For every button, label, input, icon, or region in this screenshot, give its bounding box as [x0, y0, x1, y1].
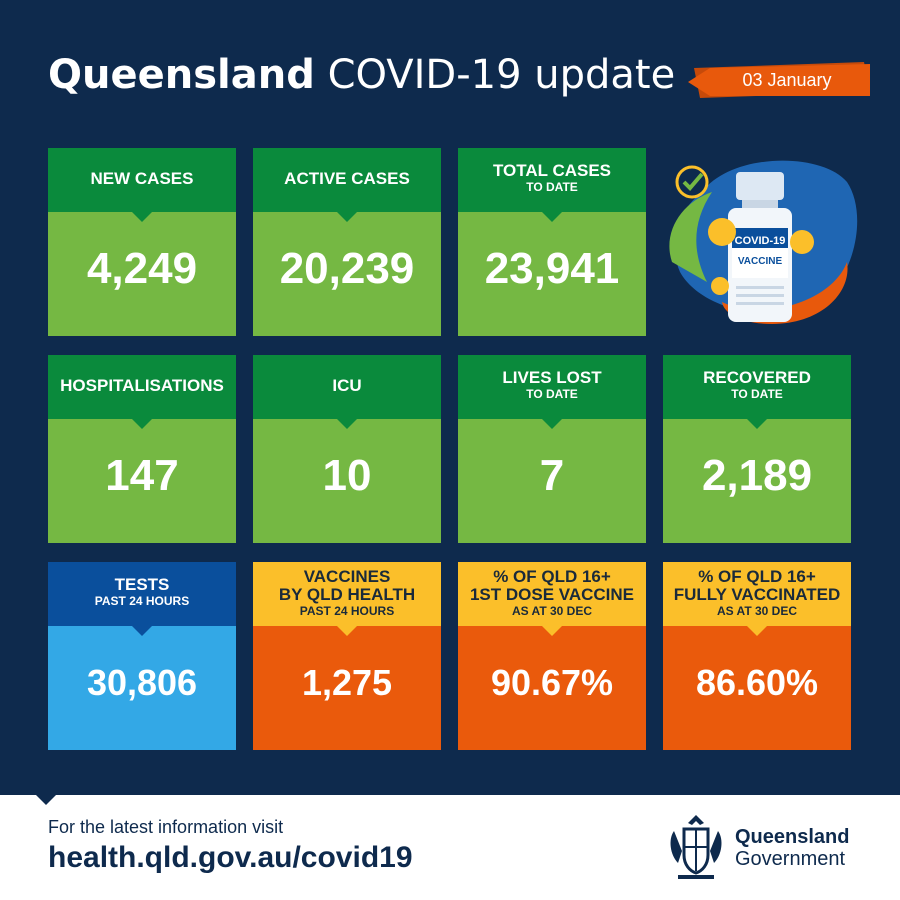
hospitalisations-tile: HOSPITALISATIONS 147: [48, 355, 236, 543]
icu-label: ICU: [332, 376, 362, 395]
active-cases-header: ACTIVE CASES: [253, 148, 441, 212]
fully-vaccinated-tile: % OF QLD 16+ FULLY VACCINATED AS AT 30 D…: [663, 562, 851, 750]
lives-lost-label: LIVES LOST: [502, 368, 602, 387]
vaccines-label-2: BY QLD HEALTH: [278, 585, 416, 604]
lives-lost-value: 7: [539, 451, 565, 500]
svg-text:VACCINE: VACCINE: [738, 256, 783, 267]
footer-info-text: For the latest information visit: [48, 817, 284, 837]
active-cases-value: 20,239: [279, 244, 415, 293]
recovered-header: RECOVERED TO DATE: [663, 355, 851, 419]
gov-name: Queensland: [735, 826, 850, 848]
vaccines-value: 1,275: [301, 662, 393, 703]
total-cases-sublabel: TO DATE: [526, 180, 578, 194]
fully-vaccinated-header: % OF QLD 16+ FULLY VACCINATED AS AT 30 D…: [663, 562, 851, 626]
virus-icon: [708, 218, 814, 295]
gov-sub: Government: [735, 848, 846, 870]
active-cases-tile: ACTIVE CASES 20,239: [253, 148, 441, 336]
tests-tile: TESTS PAST 24 HOURS 30,806: [48, 562, 236, 750]
fully-vaccinated-sublabel: AS AT 30 DEC: [716, 604, 797, 618]
vaccines-tile: VACCINES BY QLD HEALTH PAST 24 HOURS 1,2…: [253, 562, 441, 750]
fully-vaccinated-label: % OF QLD 16+: [698, 567, 816, 586]
vaccine-vial-icon: COVID-19 VACCINE: [728, 172, 792, 322]
page-title: Queensland COVID-19 update: [48, 52, 675, 98]
first-dose-value: 90.67%: [490, 662, 614, 703]
first-dose-sublabel: AS AT 30 DEC: [511, 604, 592, 618]
date-label: 03 January: [742, 70, 832, 90]
total-cases-tile: TOTAL CASES TO DATE 23,941: [458, 148, 646, 336]
hospitalisations-label: HOSPITALISATIONS: [60, 376, 224, 395]
icu-tile: ICU 10: [253, 355, 441, 543]
queensland-crest-icon: [670, 815, 722, 879]
recovered-value: 2,189: [701, 451, 813, 500]
footer-link[interactable]: health.qld.gov.au/covid19: [48, 841, 413, 874]
icu-value: 10: [322, 451, 372, 500]
icu-header: ICU: [253, 355, 441, 419]
date-ribbon: [688, 62, 870, 98]
lives-lost-tile: LIVES LOST TO DATE 7: [458, 355, 646, 543]
vaccines-header: VACCINES BY QLD HEALTH PAST 24 HOURS: [253, 562, 441, 626]
recovered-sublabel: TO DATE: [731, 387, 783, 401]
recovered-tile: RECOVERED TO DATE 2,189: [663, 355, 851, 543]
first-dose-tile: % OF QLD 16+ 1ST DOSE VACCINE AS AT 30 D…: [458, 562, 646, 750]
tests-header: TESTS PAST 24 HOURS: [48, 562, 236, 626]
tests-value: 30,806: [86, 662, 198, 703]
new-cases-label: NEW CASES: [90, 169, 194, 188]
vaccines-sublabel: PAST 24 HOURS: [299, 604, 395, 618]
title-rest: COVID-19 update: [327, 52, 676, 98]
recovered-label: RECOVERED: [703, 368, 811, 387]
lives-lost-sublabel: TO DATE: [526, 387, 578, 401]
tests-sublabel: PAST 24 HOURS: [94, 594, 190, 608]
footer-notch: [36, 795, 56, 805]
tests-label: TESTS: [114, 575, 170, 594]
lives-lost-header: LIVES LOST TO DATE: [458, 355, 646, 419]
vaccine-illustration: COVID-19 VACCINE: [669, 160, 858, 324]
first-dose-label: % OF QLD 16+: [493, 567, 611, 586]
total-cases-header: TOTAL CASES TO DATE: [458, 148, 646, 212]
active-cases-label: ACTIVE CASES: [284, 169, 410, 188]
vaccines-label: VACCINES: [303, 567, 391, 586]
fully-vaccinated-value: 86.60%: [695, 662, 819, 703]
fully-vaccinated-label-2: FULLY VACCINATED: [673, 585, 841, 604]
first-dose-header: % OF QLD 16+ 1ST DOSE VACCINE AS AT 30 D…: [458, 562, 646, 626]
check-icon: [675, 165, 709, 199]
svg-text:COVID-19: COVID-19: [735, 235, 786, 247]
hospitalisations-value: 147: [105, 451, 179, 500]
hospitalisations-header: HOSPITALISATIONS: [48, 355, 236, 419]
new-cases-value: 4,249: [86, 244, 198, 293]
first-dose-label-2: 1ST DOSE VACCINE: [469, 585, 635, 604]
total-cases-value: 23,941: [484, 244, 620, 293]
footer: For the latest information visit health.…: [0, 795, 900, 900]
new-cases-tile: NEW CASES 4,249: [48, 148, 236, 336]
title-bold: Queensland: [48, 52, 315, 98]
total-cases-label: TOTAL CASES: [492, 161, 612, 180]
new-cases-header: NEW CASES: [48, 148, 236, 212]
